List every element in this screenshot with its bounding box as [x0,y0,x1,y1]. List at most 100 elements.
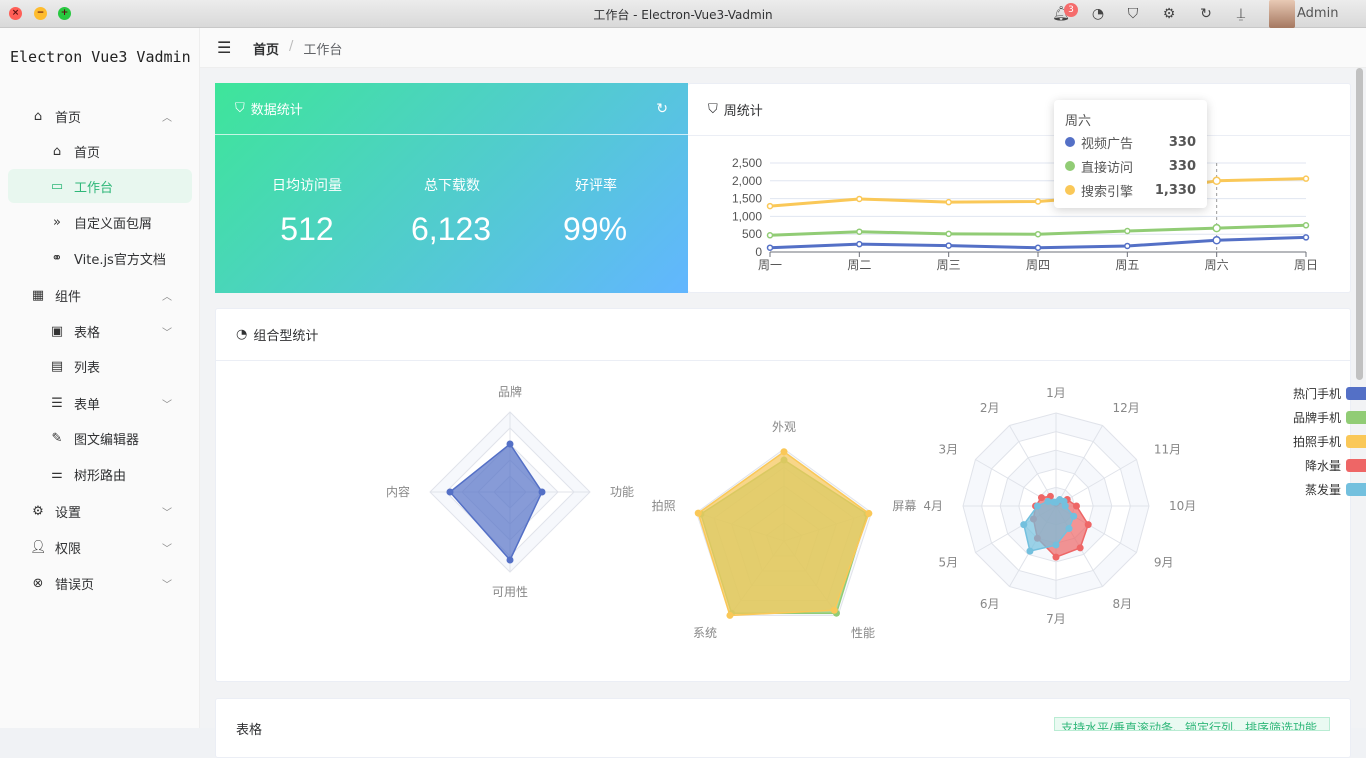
minimize-window-button[interactable]: − [34,7,47,20]
settings-icon[interactable]: ⚙ [1162,6,1176,22]
menu-label: 首页 [55,110,82,126]
breadcrumb-home[interactable]: 首页 [253,43,280,58]
radar-indicator-label: 11月 [1154,443,1181,457]
user-name[interactable]: Admin [1297,6,1339,21]
legend-item[interactable]: 降水量 [1246,457,1366,474]
radar-indicator-label: 10月 [1169,499,1196,513]
data-point [766,202,774,210]
monitor-icon: ▭ [50,178,64,194]
data-point [766,244,774,251]
y-tick-label: 1,500 [732,192,762,206]
menu-home[interactable]: ⌂ 首页 ︿ [30,99,172,133]
radar-indicator-label: 屏幕 [892,499,916,513]
menu-vite-docs[interactable]: ⚭ Vite.js官方文档 [49,241,189,275]
close-window-button[interactable]: × [9,7,22,20]
avatar[interactable] [1269,0,1295,28]
menu-label: 组件 [55,289,82,305]
tooltip-title: 周六 [1065,114,1092,129]
data-point [1302,234,1310,241]
combo-card-header: ◔ 组合型统计 [216,309,1350,361]
stat-label: 总下载数 [424,178,480,194]
menu-home-page[interactable]: ⌂ 首页 [49,134,189,168]
weekly-card-title: 周统计 [723,104,763,119]
refresh-icon[interactable]: ↻ [1200,6,1212,22]
radar-data-point [506,556,514,564]
legend-label: 蒸发量 [1304,483,1341,497]
chart-tooltip: 周六 视频广告 330 直接访问 330 搜索引擎 1,330 [1054,100,1207,208]
menu-settings[interactable]: ⚙ 设置 ﹀ [30,494,172,528]
x-tick-label: 周四 [1026,258,1050,272]
menu-label: 图文编辑器 [74,432,140,448]
user-icon: 👤︎ [30,539,47,555]
menu-rich-editor[interactable]: ✎ 图文编辑器 [49,421,189,455]
legend-swatch [1346,483,1366,496]
maximize-window-button[interactable]: + [58,7,71,20]
collapse-menu-icon[interactable]: ☰ [217,38,232,57]
top-bar: ☰ 首页 / 工作台 [200,28,1366,68]
legend-item[interactable]: 品牌手机 [1246,409,1366,426]
menu-permission[interactable]: 👤︎ 权限 ﹀ [30,530,172,564]
radar-indicator-label: 12月 [1113,401,1140,415]
edit-icon: ✎ [51,430,63,446]
link-icon: ⚭ [51,250,63,266]
data-point [945,230,952,238]
palette-icon[interactable]: ◔ [1091,6,1105,22]
menu-label: 首页 [74,145,101,161]
legend-item[interactable]: 热门手机 [1246,385,1366,402]
grid-icon: ▦ [31,287,45,303]
vertical-scrollbar[interactable] [1356,68,1363,380]
legend-swatch [1346,411,1366,424]
radar-data-point [1033,502,1041,510]
radar-data-point [538,488,546,496]
menu-tree-route[interactable]: ⚌ 树形路由 [49,457,189,491]
trophy-icon: ⛉ [235,101,245,116]
legend-item[interactable]: 拍照手机 [1246,433,1366,450]
menu-custom-breadcrumb[interactable]: » 自定义面包屑 [49,205,189,239]
legend-item[interactable]: 蒸发量 [1246,481,1366,498]
document-icon: ▤ [50,358,64,374]
radar-indicator-label: 可用性 [492,585,528,599]
menu-label: 工作台 [74,180,114,196]
data-point [1124,227,1131,235]
menu-label: Vite.js官方文档 [74,252,166,268]
menu-table[interactable]: ▣ 表格 ﹀ [49,314,172,348]
menu-label: 错误页 [55,577,95,593]
chevron-down-icon: ﹀ [162,508,172,519]
stat-value: 99% [562,211,628,247]
radar-axis-line [1009,425,1057,507]
y-tick-label: 0 [755,245,762,259]
notification-badge: 3 [1064,3,1078,17]
combo-stats-card: ◔ 组合型统计 品牌 功能 可用性 内容 外观 屏幕 性能 系统 拍照 1月 12月 11月 10月 9月… [215,308,1366,682]
tooltip-row: 搜索引擎 1,330 [1065,178,1196,202]
menu-form[interactable]: ☰ 表单 ﹀ [49,386,172,420]
legend-swatch [1346,387,1366,400]
tooltip-series-name: 搜索引擎 [1081,184,1134,200]
stat-value: 6,123 [410,211,492,247]
table-feature-tag: 支持水平/垂直滚动条、锁定行列、排序筛选功能 [1054,717,1330,731]
data-point [1212,176,1221,186]
tshirt-icon[interactable]: ⛉ [1127,6,1139,22]
radar-data-point [506,440,514,448]
radar-data-point [1052,553,1060,561]
radar-data-point [1084,521,1092,529]
data-point [945,198,952,206]
legend-label: 拍照手机 [1292,435,1341,449]
menu-label: 树形路由 [74,468,127,484]
stats-card-title: 数据统计 [250,103,303,118]
tooltip-row: 直接访问 330 [1065,154,1196,178]
pin-icon[interactable]: ⍊ [1236,6,1246,22]
radar-indicator-label: 1月 [1046,386,1066,400]
table-card-title: 表格 [236,723,263,738]
x-tick-label: 周二 [847,258,871,272]
menu-label: 设置 [55,505,82,521]
menu-list[interactable]: ▤ 列表 [49,349,189,383]
tooltip-series-value: 330 [1168,158,1196,174]
menu-error-pages[interactable]: ⊗ 错误页 ﹀ [30,566,172,600]
menu-components[interactable]: ▦ 组件 ︿ [30,278,172,312]
refresh-icon[interactable]: ↻ [656,100,668,117]
y-tick-label: 2,000 [732,174,762,188]
stats-card-header: ⛉ 数据统计 ↻ [215,83,688,135]
menu-label: 自定义面包屑 [74,216,153,232]
menu-workbench[interactable]: ▭ 工作台 [8,169,192,203]
